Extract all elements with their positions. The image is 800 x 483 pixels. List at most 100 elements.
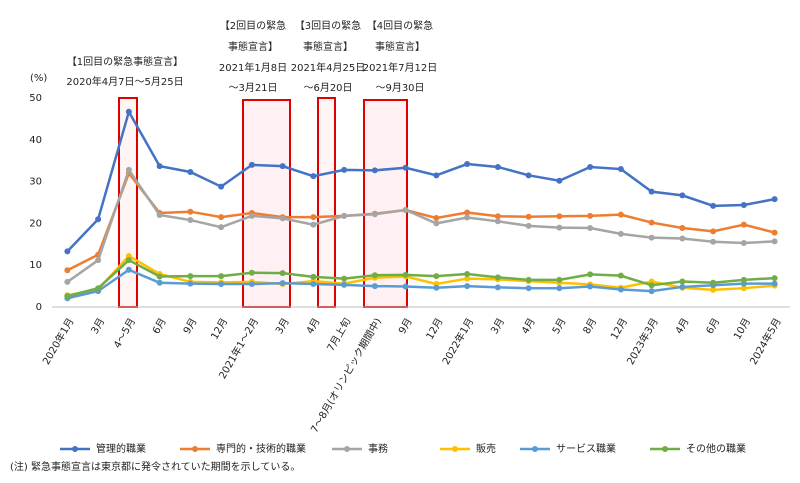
point: [218, 273, 225, 280]
x-tick-label: 4月: [304, 316, 323, 336]
annotation: 2020年4月7日～5月25日: [66, 75, 183, 88]
point: [341, 166, 348, 173]
point: [771, 275, 778, 282]
point: [587, 283, 594, 290]
note: (注) 緊急事態宣言は東京都に発令されていた期間を示している。: [10, 460, 300, 473]
point: [587, 212, 594, 219]
series-line: [66, 170, 775, 272]
point: [556, 213, 563, 220]
point: [464, 214, 471, 221]
point: [371, 167, 378, 174]
point: [525, 276, 532, 283]
point: [371, 272, 378, 279]
legend-label: その他の職業: [686, 442, 746, 455]
period-box: [317, 97, 336, 308]
point: [248, 212, 255, 219]
point: [433, 214, 440, 221]
point: [648, 234, 655, 241]
point: [371, 283, 378, 290]
point: [464, 209, 471, 216]
point: [617, 272, 624, 279]
annotation: 【4回目の緊急: [367, 19, 433, 32]
point: [617, 286, 624, 293]
point: [556, 177, 563, 184]
point: [494, 274, 501, 281]
legend-marker: [662, 446, 668, 452]
point: [218, 214, 225, 221]
point: [156, 279, 163, 286]
x-tick-label: 9月: [181, 316, 200, 336]
y-tick-label: 40: [29, 135, 42, 146]
point: [679, 278, 686, 285]
legend-marker: [192, 446, 198, 452]
point: [556, 276, 563, 283]
point: [279, 215, 286, 222]
point: [279, 163, 286, 170]
point: [279, 280, 286, 287]
point: [402, 283, 409, 290]
point: [341, 275, 348, 282]
point: [494, 284, 501, 291]
x-tick-label: 2020年1月: [39, 316, 76, 367]
annotation: 【2回目の緊急: [220, 19, 286, 32]
point: [125, 108, 132, 115]
x-tick-label: 10月: [731, 316, 753, 342]
point: [464, 270, 471, 277]
point: [740, 285, 747, 292]
point: [710, 228, 717, 235]
x-tick-label: 8月: [581, 316, 600, 336]
point: [95, 216, 102, 223]
point: [341, 212, 348, 219]
annotation: 事態宣言】: [375, 40, 425, 53]
point: [771, 280, 778, 287]
point: [740, 221, 747, 228]
legend-label: 販売: [476, 442, 496, 455]
point: [187, 168, 194, 175]
x-tick-label: 4月: [673, 316, 692, 336]
point: [248, 161, 255, 168]
point: [310, 221, 317, 228]
point: [248, 269, 255, 276]
point: [617, 211, 624, 218]
annotation: ～3月21日: [228, 82, 277, 94]
legend-label: 管理的職業: [96, 442, 146, 455]
x-tick-label: 9月: [396, 316, 415, 336]
point: [710, 279, 717, 286]
point: [248, 281, 255, 288]
point: [187, 273, 194, 280]
point: [156, 273, 163, 280]
annotation: 2021年4月25日: [291, 61, 366, 74]
y-tick-label: 20: [29, 218, 42, 229]
series-line: [67, 254, 775, 297]
x-tick-label: 12月: [608, 316, 630, 342]
legend-label: 専門的・技術的職業: [216, 442, 306, 455]
point: [218, 281, 225, 288]
point: [64, 293, 71, 300]
point: [187, 280, 194, 287]
point: [587, 163, 594, 170]
point: [433, 273, 440, 280]
point: [679, 224, 686, 231]
x-tick-label: 4月: [519, 316, 538, 336]
point: [310, 173, 317, 180]
point: [525, 172, 532, 179]
point: [648, 288, 655, 295]
point: [525, 222, 532, 229]
point: [556, 224, 563, 231]
x-tick-label: 7月上旬: [324, 316, 353, 354]
point: [710, 238, 717, 245]
point: [556, 285, 563, 292]
point: [95, 285, 102, 292]
legend-marker: [344, 446, 350, 452]
y-tick-label: 50: [29, 93, 42, 104]
point: [464, 275, 471, 282]
period-box: [363, 99, 408, 308]
annotation: 【1回目の緊急事態宣言】: [67, 55, 183, 68]
point: [95, 257, 102, 264]
x-tick-label: 3月: [273, 316, 292, 336]
series-line: [67, 258, 775, 298]
point: [525, 213, 532, 220]
point: [648, 188, 655, 195]
y-tick-label: 10: [29, 260, 42, 271]
